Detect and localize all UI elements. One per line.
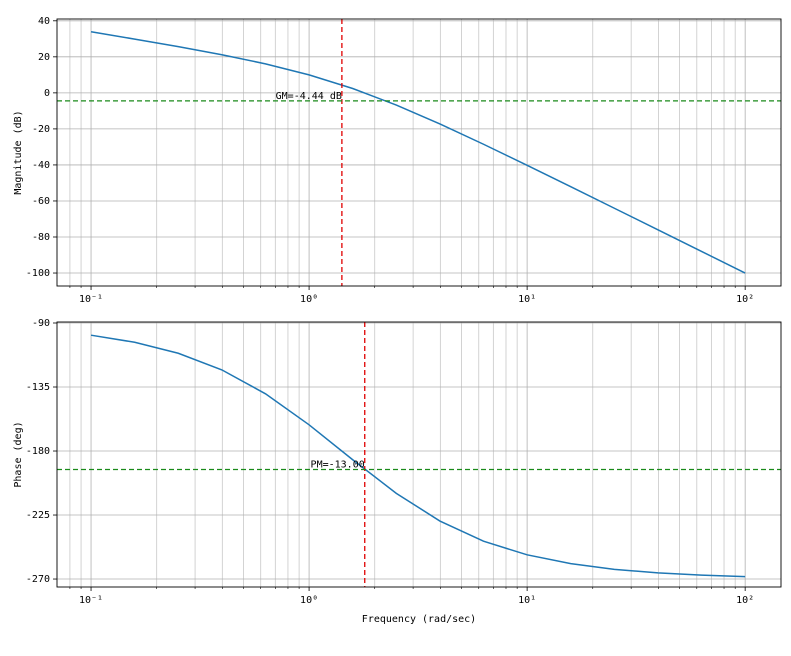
x-tick-label: 10⁻¹ xyxy=(79,294,103,305)
y-tick-label: 40 xyxy=(38,16,50,27)
series-line xyxy=(90,334,746,578)
x-axis-label: Frequency (rad/sec) xyxy=(362,614,476,625)
y-tick-label: -80 xyxy=(32,232,50,243)
x-tick-label: 10⁻¹ xyxy=(79,595,103,606)
y-tick-label: -180 xyxy=(26,446,50,457)
y-tick-label: -100 xyxy=(26,268,50,279)
x-tick-label: 10¹ xyxy=(518,595,536,606)
x-tick-label: 10⁰ xyxy=(300,294,318,305)
y-tick-label: -135 xyxy=(26,382,50,393)
plot-frame xyxy=(56,18,782,287)
x-tick-label: 10¹ xyxy=(518,294,536,305)
y-tick-label: -60 xyxy=(32,196,50,207)
series-line xyxy=(90,31,746,274)
y-tick-label: -40 xyxy=(32,160,50,171)
y-tick-label: -270 xyxy=(26,574,50,585)
x-tick-label: 10² xyxy=(736,595,754,606)
y-tick-label: 20 xyxy=(38,52,50,63)
annotation: PM=-13.00 xyxy=(311,460,365,471)
y-axis-label: Phase (deg) xyxy=(13,421,24,487)
x-tick-label: 10⁰ xyxy=(300,595,318,606)
y-tick-label: -20 xyxy=(32,124,50,135)
y-axis-label: Magnitude (dB) xyxy=(13,110,24,194)
plot-background xyxy=(57,322,781,587)
x-tick-label: 10² xyxy=(736,294,754,305)
y-tick-label: 0 xyxy=(44,88,50,99)
annotation: GM=-4.44 dB xyxy=(276,91,342,102)
plot-frame xyxy=(56,321,782,588)
y-tick-label: -90 xyxy=(32,318,50,329)
plot-background xyxy=(57,19,781,286)
y-tick-label: -225 xyxy=(26,510,50,521)
